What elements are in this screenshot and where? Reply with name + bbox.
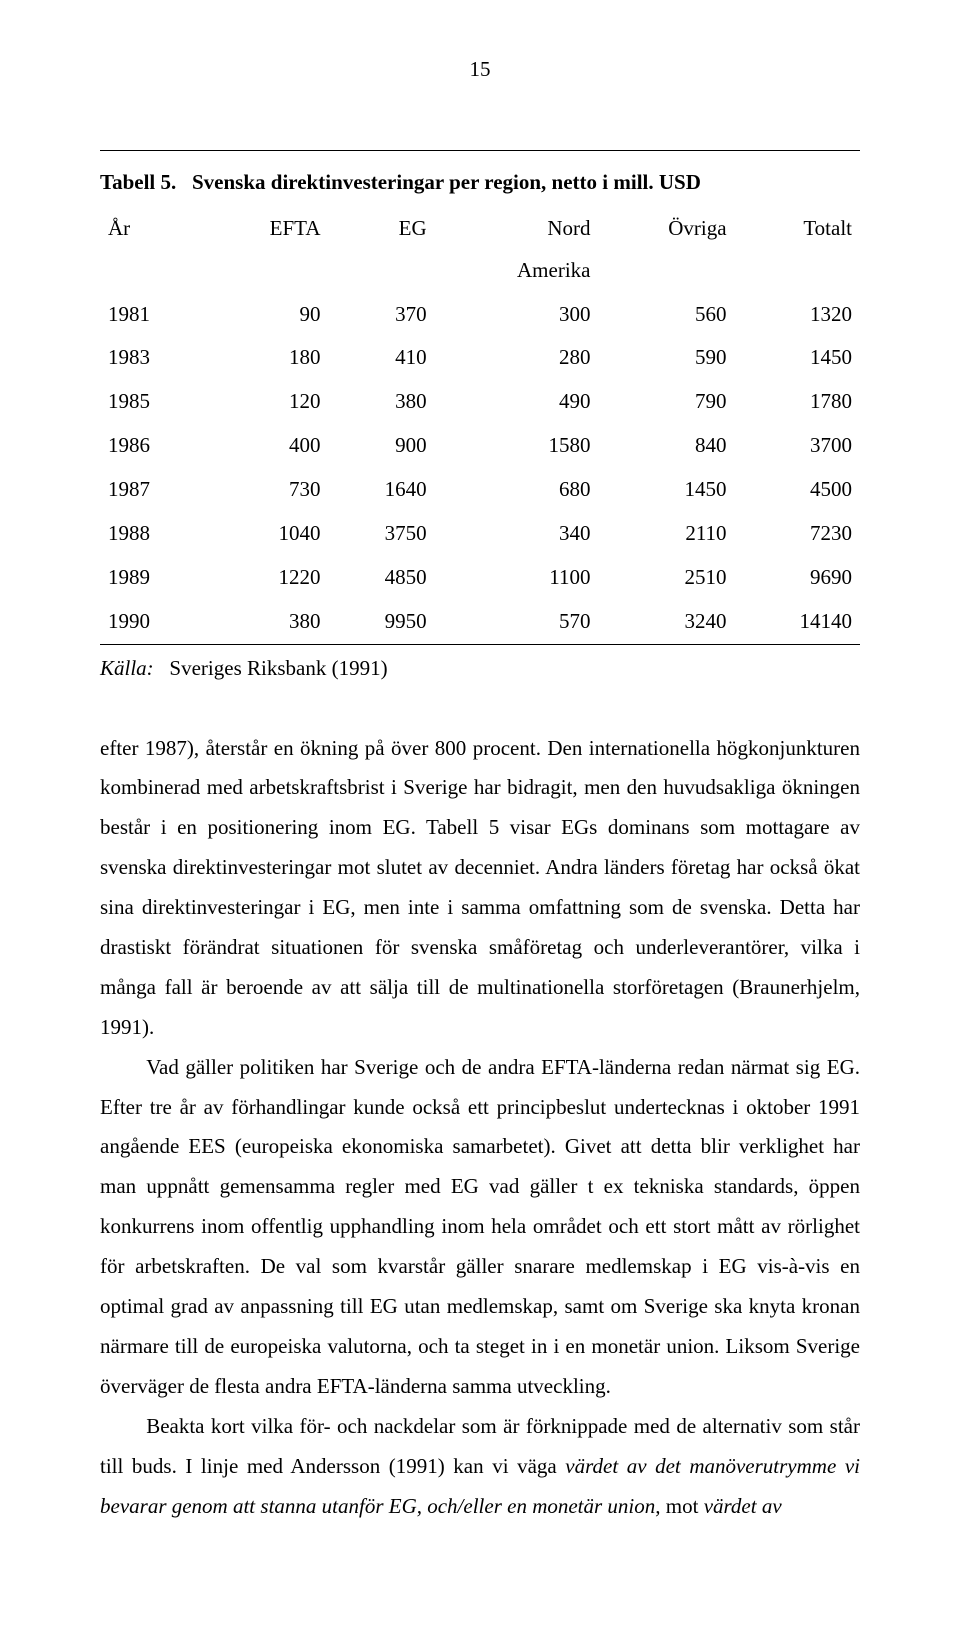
table-row: 198912204850110025109690 (100, 556, 860, 600)
table-cell: 1780 (735, 380, 860, 424)
table-cell: 9950 (329, 600, 435, 644)
table-title-prefix: Tabell 5. (100, 170, 176, 194)
table-cell: 1986 (100, 424, 206, 468)
table-cell: 590 (598, 336, 734, 380)
table-cell: 1990 (100, 600, 206, 644)
paragraph-3: Beakta kort vilka för- och nackdelar som… (100, 1407, 860, 1527)
table-cell: 90 (206, 293, 328, 337)
table-cell: 490 (435, 380, 599, 424)
table-row: 19881040375034021107230 (100, 512, 860, 556)
table-cell: 1220 (206, 556, 328, 600)
table-cell: 1450 (735, 336, 860, 380)
table-cell: 4500 (735, 468, 860, 512)
col-efta: EFTA (206, 207, 328, 251)
table-cell: 7230 (735, 512, 860, 556)
table-title: Tabell 5. Svenska direktinvesteringar pe… (100, 163, 860, 203)
table-cell: 1981 (100, 293, 206, 337)
p3-text-b: mot (661, 1494, 704, 1518)
table-cell: 2110 (598, 512, 734, 556)
table-row: 19851203804907901780 (100, 380, 860, 424)
table-source: Källa: Sveriges Riksbank (1991) (100, 649, 860, 689)
table-cell: 3700 (735, 424, 860, 468)
col-eg: EG (329, 207, 435, 251)
table-cell: 900 (329, 424, 435, 468)
table-cell: 1988 (100, 512, 206, 556)
table-cell: 1987 (100, 468, 206, 512)
source-label: Källa: (100, 656, 154, 680)
table-row: 198640090015808403700 (100, 424, 860, 468)
table-cell: 1580 (435, 424, 599, 468)
table-cell: 840 (598, 424, 734, 468)
table-cell: 1640 (329, 468, 435, 512)
page-number: 15 (100, 50, 860, 90)
paragraph-2: Vad gäller politiken har Sverige och de … (100, 1048, 860, 1407)
table-cell: 2510 (598, 556, 734, 600)
table-cell: 1040 (206, 512, 328, 556)
table-cell: 570 (435, 600, 599, 644)
data-table: År EFTA EG Nord Övriga Totalt Amerika 19… (100, 207, 860, 644)
table-cell: 560 (598, 293, 734, 337)
table-cell: 340 (435, 512, 599, 556)
table-row: 19903809950570324014140 (100, 600, 860, 644)
table-subheader-row: Amerika (100, 251, 860, 293)
table-5: Tabell 5. Svenska direktinvesteringar pe… (100, 150, 860, 645)
table-cell: 9690 (735, 556, 860, 600)
table-cell: 680 (435, 468, 599, 512)
table-cell: 1450 (598, 468, 734, 512)
table-cell: 410 (329, 336, 435, 380)
paragraph-1: efter 1987), återstår en ökning på över … (100, 729, 860, 1048)
table-title-text: Svenska direktinvesteringar per region, … (192, 170, 701, 194)
col-nord: Nord (435, 207, 599, 251)
table-cell: 790 (598, 380, 734, 424)
p3-italic-2: värdet av (704, 1494, 782, 1518)
table-cell: 380 (329, 380, 435, 424)
table-cell: 400 (206, 424, 328, 468)
table-cell: 3240 (598, 600, 734, 644)
table-cell: 1989 (100, 556, 206, 600)
col-year: År (100, 207, 206, 251)
table-cell: 300 (435, 293, 599, 337)
table-cell: 280 (435, 336, 599, 380)
table-row: 1987730164068014504500 (100, 468, 860, 512)
table-cell: 4850 (329, 556, 435, 600)
source-text: Sveriges Riksbank (1991) (169, 656, 387, 680)
table-cell: 1100 (435, 556, 599, 600)
table-cell: 1983 (100, 336, 206, 380)
table-header-row: År EFTA EG Nord Övriga Totalt (100, 207, 860, 251)
table-cell: 14140 (735, 600, 860, 644)
table-cell: 380 (206, 600, 328, 644)
table-row: 19831804102805901450 (100, 336, 860, 380)
table-cell: 120 (206, 380, 328, 424)
table-cell: 3750 (329, 512, 435, 556)
col-nord-sub: Amerika (435, 251, 599, 293)
table-cell: 1320 (735, 293, 860, 337)
table-cell: 1985 (100, 380, 206, 424)
table-cell: 180 (206, 336, 328, 380)
table-row: 1981903703005601320 (100, 293, 860, 337)
table-cell: 370 (329, 293, 435, 337)
col-ovriga: Övriga (598, 207, 734, 251)
col-totalt: Totalt (735, 207, 860, 251)
table-cell: 730 (206, 468, 328, 512)
